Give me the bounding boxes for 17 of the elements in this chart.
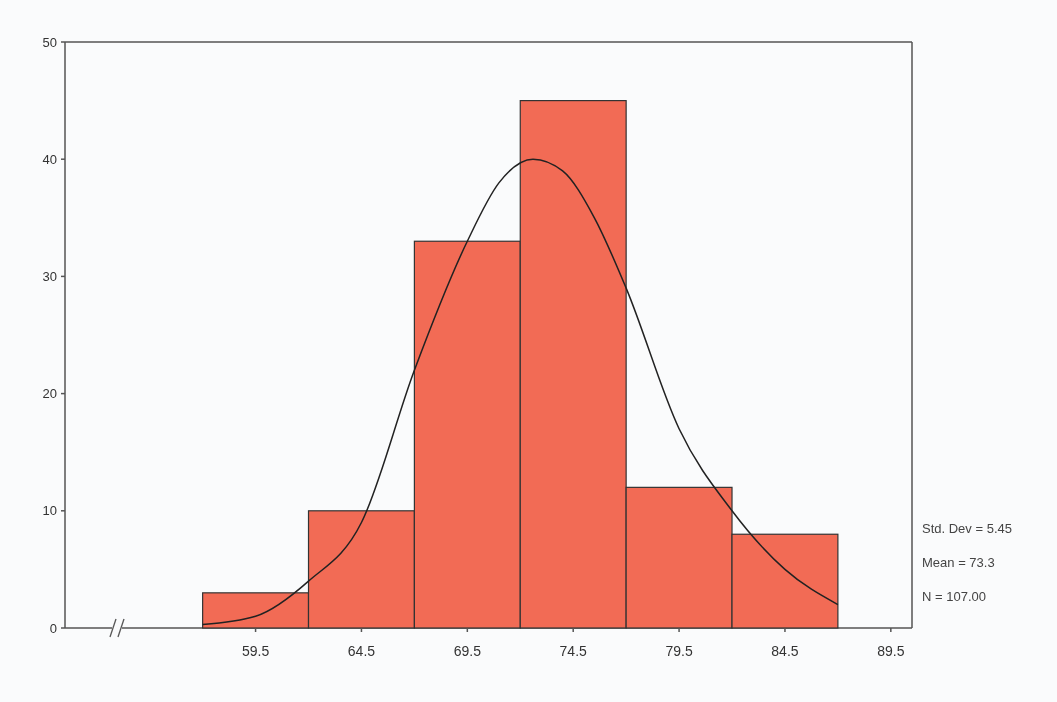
x-tick-label: 74.5: [559, 643, 588, 659]
y-tick-label: 10: [42, 503, 57, 519]
text: Mean = 73.3: [922, 555, 995, 570]
x-tick-label: 59.5: [241, 643, 270, 659]
y-tick-label: 40: [42, 151, 57, 167]
text: Std. Dev = 5.45: [922, 521, 1012, 536]
y-tick-label: 0: [49, 620, 57, 636]
x-tick-label: 89.5: [877, 643, 905, 659]
text: N = 107.00: [922, 589, 986, 604]
y-tick-label: 50: [42, 34, 57, 50]
line-series: [201, 158, 839, 626]
y-tick-label: 30: [42, 268, 57, 284]
x-tick-label: 79.5: [665, 643, 693, 659]
x-tick-label: 64.5: [347, 643, 376, 659]
x-tick-label: 69.5: [453, 643, 482, 659]
x-tick-label: 84.5: [771, 643, 799, 659]
y-tick-label: 20: [42, 386, 57, 402]
